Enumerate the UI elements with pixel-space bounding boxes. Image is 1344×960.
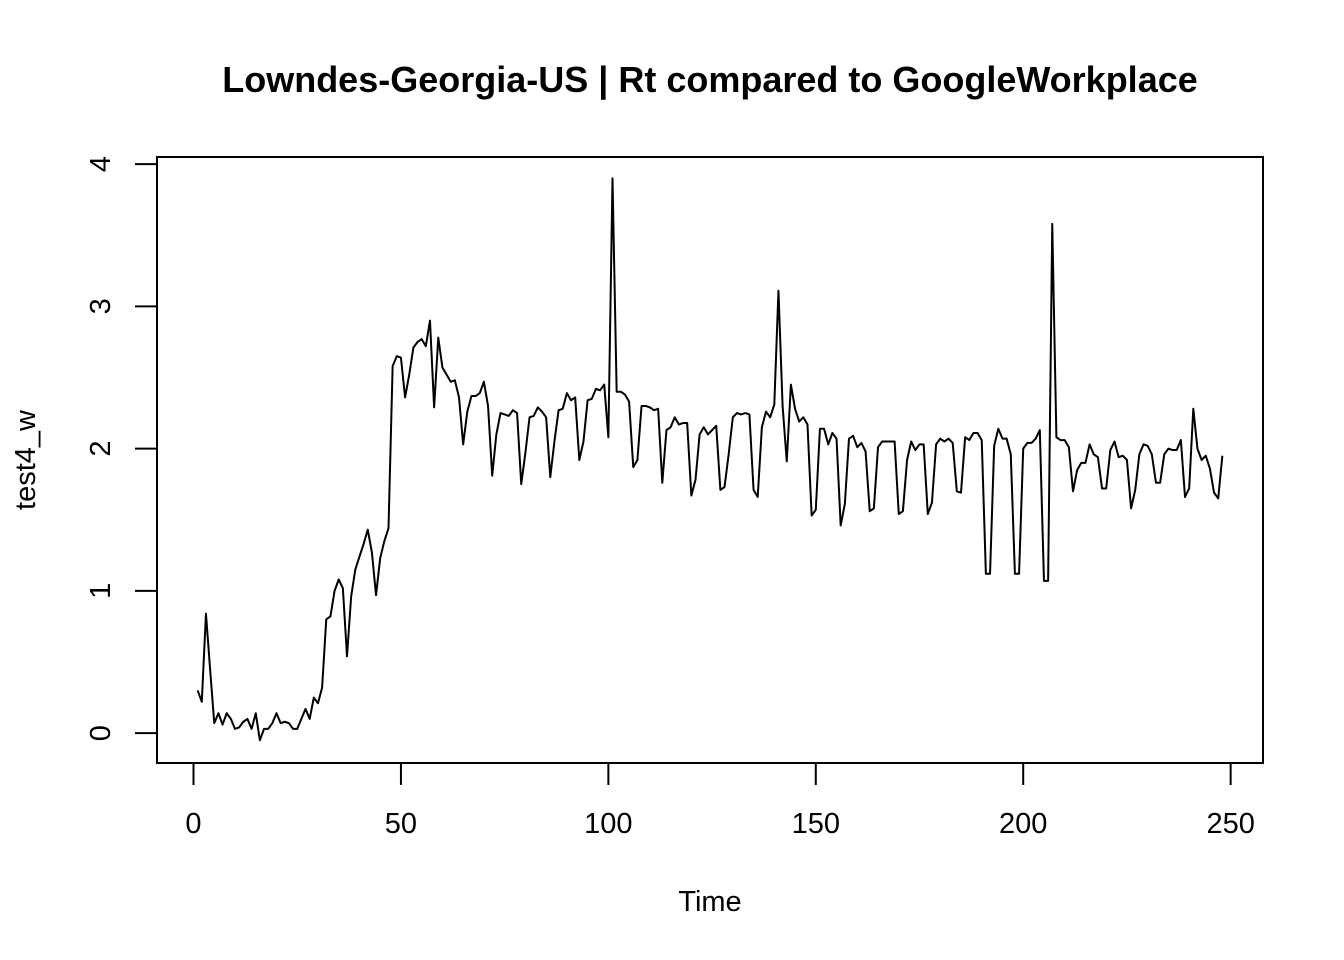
x-axis: 0 50 100 150 200 250 — [185, 762, 1255, 840]
y-axis: 0 1 2 3 4 — [85, 156, 158, 741]
y-tick-label: 4 — [85, 156, 117, 172]
series-line — [196, 177, 1224, 742]
y-tick-label: 2 — [85, 441, 117, 457]
chart-title: Lowndes-Georgia-US | Rt compared to Goog… — [222, 59, 1198, 101]
x-tick-label: 100 — [584, 808, 632, 840]
y-tick-label: 3 — [85, 298, 117, 314]
x-tick-label: 200 — [999, 808, 1047, 840]
x-tick-label: 0 — [185, 808, 201, 840]
y-tick-label: 1 — [85, 583, 117, 599]
y-axis-label: test4_w — [10, 409, 42, 510]
x-tick-label: 250 — [1206, 808, 1254, 840]
x-tick-label: 150 — [792, 808, 840, 840]
x-axis-label: Time — [678, 886, 741, 918]
y-tick-label: 0 — [85, 725, 117, 741]
x-tick-label: 50 — [385, 808, 417, 840]
